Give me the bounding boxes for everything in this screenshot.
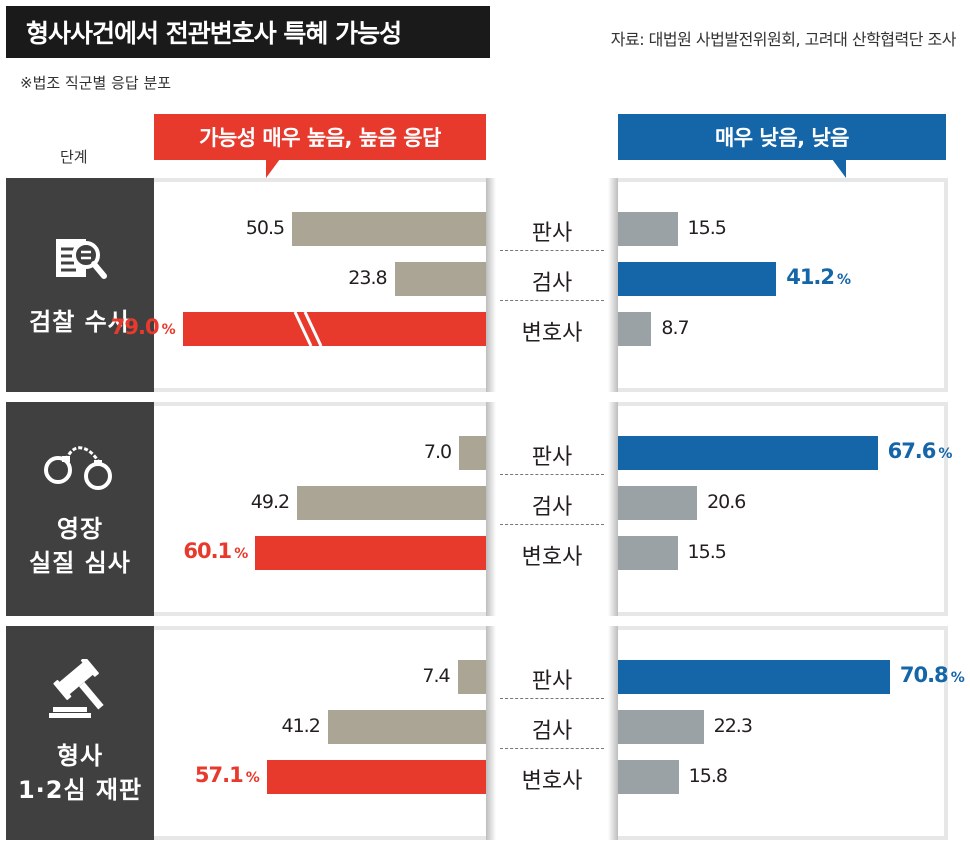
axis-break-mark: [293, 312, 323, 346]
category-strip: [486, 626, 618, 840]
bar-high: [255, 536, 486, 570]
bar-low: [618, 262, 777, 296]
stage-label-column: 검찰 수사: [6, 178, 154, 392]
value-label-low: 8.7: [661, 317, 689, 339]
stage-column-label: 단계: [60, 148, 88, 166]
bar-low: [618, 660, 890, 694]
category-label: 판사: [531, 445, 573, 470]
category-label: 검사: [531, 495, 573, 520]
value-label-low: 41.2%: [786, 265, 851, 289]
value-label-high: 57.1%: [194, 763, 260, 787]
bar-high: [459, 436, 486, 470]
legend-high-label: 가능성 매우 높음, 높음 응답: [199, 126, 441, 150]
value-label-high: 49.2: [250, 491, 290, 513]
subtitle-note: ※법조 직군별 응답 분포: [20, 74, 172, 92]
value-label-low: 15.8: [688, 765, 728, 787]
document-search-icon: [52, 231, 108, 291]
category-label: 판사: [531, 221, 573, 246]
stage-panel: 검찰 수사 판사 50.5 15.5 검사 23.8 41.2% 변호사 79.0% 8.7: [6, 178, 948, 392]
legend-low-pointer: [832, 159, 846, 178]
bar-high: [266, 760, 486, 794]
stage-panel: 형사 1·2심 재판 판사 7.4 70.8% 검사 41.2 22.3 변호사 57.1% 15.…: [6, 626, 965, 840]
bar-high: [182, 312, 486, 346]
value-label-high: 79.0%: [110, 315, 176, 339]
bar-low: [618, 536, 678, 570]
category-label: 검사: [531, 719, 573, 744]
value-label-low: 70.8%: [899, 663, 965, 687]
category-label: 변호사: [521, 545, 583, 570]
bar-high: [394, 262, 486, 296]
value-label-low: 15.5: [687, 541, 727, 563]
value-label-high: 41.2: [281, 715, 320, 737]
gavel-icon: [45, 656, 115, 725]
row-divider: [500, 748, 604, 749]
stage-label-column: 형사 1·2심 재판: [6, 626, 154, 840]
bar-low: [618, 212, 678, 246]
bar-low: [618, 436, 878, 470]
stage-label-column: 영장 실질 심사: [6, 402, 154, 616]
category-strip: [486, 402, 618, 616]
source-note: 자료: 대법원 사법발전위원회, 고려대 산학협력단 조사: [610, 30, 957, 49]
category-label: 검사: [531, 271, 573, 296]
value-label-low: 22.3: [713, 715, 753, 737]
row-divider: [500, 698, 604, 699]
category-strip: [486, 178, 618, 392]
bar-low: [618, 312, 652, 346]
stage-panel: 영장 실질 심사 판사 7.0 67.6% 검사 49.2 20.6 변호사 60.1% 15.5: [6, 402, 952, 616]
legend-low-label: 매우 낮음, 낮음: [714, 126, 850, 150]
bar-high: [457, 660, 486, 694]
bar-high: [297, 486, 486, 520]
value-label-high: 23.8: [348, 267, 387, 289]
bar-high: [292, 212, 486, 246]
bar-high: [327, 710, 486, 744]
row-divider: [500, 250, 604, 251]
category-label: 변호사: [521, 321, 583, 346]
stage-name: 형사 1·2심 재판: [17, 742, 143, 804]
value-label-low: 15.5: [687, 217, 727, 239]
value-label-high: 60.1%: [183, 539, 248, 563]
chart-title: 형사사건에서 전관변호사 특혜 가능성: [6, 6, 490, 58]
handcuffs-icon: [42, 438, 118, 498]
legend-high-pointer: [266, 159, 280, 178]
value-label-high: 50.5: [245, 217, 285, 239]
value-label-high: 7.4: [422, 665, 450, 687]
bar-low: [618, 710, 704, 744]
legend-high: 가능성 매우 높음, 높음 응답: [154, 114, 486, 178]
value-label-low: 20.6: [707, 491, 746, 513]
value-label-low: 67.6%: [887, 439, 953, 463]
category-label: 판사: [531, 669, 573, 694]
value-label-high: 7.0: [423, 441, 452, 463]
stage-name: 영장 실질 심사: [29, 515, 131, 577]
bar-low: [618, 486, 698, 520]
row-divider: [500, 300, 604, 301]
bar-low: [618, 760, 679, 794]
category-label: 변호사: [521, 769, 583, 794]
legend-low: 매우 낮음, 낮음: [618, 114, 946, 178]
stage-name: 검찰 수사: [29, 308, 131, 336]
row-divider: [500, 474, 604, 475]
row-divider: [500, 524, 604, 525]
